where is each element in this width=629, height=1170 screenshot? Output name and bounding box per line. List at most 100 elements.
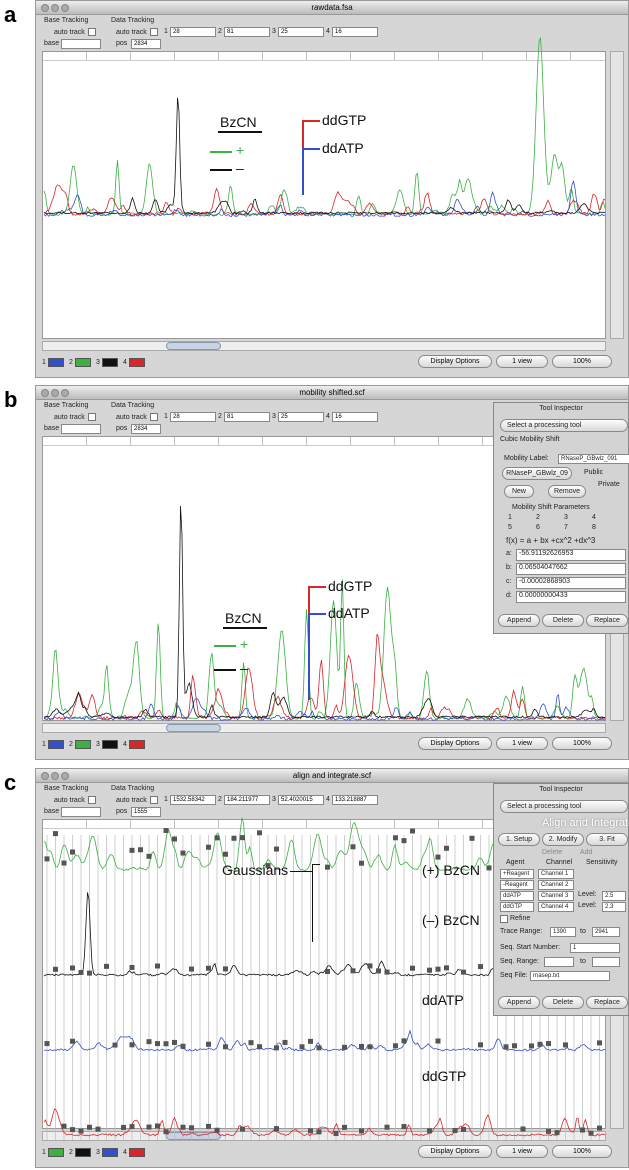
peak-marker bbox=[487, 865, 492, 870]
section-title: Cubic Mobility Shift bbox=[500, 436, 560, 443]
radio-option[interactable]: 2 bbox=[536, 514, 540, 521]
channel[interactable]: Channel 2 bbox=[538, 880, 574, 890]
add-option[interactable]: Add bbox=[580, 849, 592, 856]
seq-range-to[interactable] bbox=[592, 957, 620, 967]
peak-marker bbox=[317, 1045, 322, 1050]
seq-range-from[interactable] bbox=[544, 957, 574, 967]
action-button[interactable]: Delete bbox=[542, 996, 584, 1009]
range-to[interactable]: 2941 bbox=[592, 927, 620, 937]
agent[interactable]: ddGTP bbox=[500, 902, 534, 912]
action-button[interactable]: Append bbox=[498, 996, 540, 1009]
tool-select[interactable]: Select a processing tool bbox=[500, 800, 628, 813]
bracket bbox=[302, 148, 304, 195]
level-label: Level: bbox=[578, 891, 597, 898]
level-field[interactable]: 2.3 bbox=[602, 902, 626, 912]
tool-select[interactable]: Select a processing tool bbox=[500, 419, 628, 432]
peak-marker bbox=[546, 1041, 551, 1046]
tab[interactable]: 1. Setup bbox=[498, 833, 540, 846]
peak-marker bbox=[351, 844, 356, 849]
bracket bbox=[302, 148, 320, 150]
peak-marker bbox=[130, 848, 135, 853]
peak-marker bbox=[130, 1124, 135, 1129]
peak-marker bbox=[538, 1042, 543, 1047]
trace-line bbox=[44, 1031, 605, 1051]
trace-line bbox=[44, 181, 605, 216]
remove-button[interactable]: Remove bbox=[548, 485, 586, 498]
peak-marker bbox=[181, 1125, 186, 1130]
seq-to-label: to bbox=[580, 958, 586, 965]
underline bbox=[223, 627, 267, 629]
action-button[interactable]: Append bbox=[498, 614, 540, 627]
radio-public[interactable]: Public bbox=[584, 469, 603, 476]
radio-private[interactable]: Private bbox=[598, 481, 620, 488]
mobility-dropdown[interactable]: RNaseP_GBwlz_09 bbox=[502, 467, 572, 480]
radio-option[interactable]: 4 bbox=[592, 514, 596, 521]
radio-option[interactable]: 7 bbox=[564, 524, 568, 531]
peak-marker bbox=[512, 1043, 517, 1048]
radio-option[interactable]: 1 bbox=[508, 514, 512, 521]
peak-marker bbox=[172, 837, 177, 842]
section-title: Align and Integrate bbox=[542, 817, 629, 829]
peak-marker bbox=[96, 1127, 101, 1132]
peak-marker bbox=[206, 845, 211, 850]
peak-marker bbox=[138, 847, 143, 852]
radio-option[interactable]: 5 bbox=[508, 524, 512, 531]
delete-option[interactable]: Delete bbox=[542, 849, 562, 856]
range-from[interactable]: 1390 bbox=[550, 927, 576, 937]
action-button[interactable]: Replace bbox=[586, 996, 628, 1009]
agent[interactable]: -Reagent bbox=[500, 880, 534, 890]
annotation: ddATP bbox=[328, 605, 370, 621]
peak-marker bbox=[223, 1044, 228, 1049]
figure: arawdata.fsaBase TrackingData Trackingau… bbox=[0, 0, 629, 1170]
peak-marker bbox=[300, 1044, 305, 1049]
radio-option[interactable]: 3 bbox=[564, 514, 568, 521]
coef-field[interactable]: 0.00000000433 bbox=[516, 591, 626, 603]
radio-option[interactable]: 6 bbox=[536, 524, 540, 531]
column-header: Sensitivity bbox=[586, 859, 618, 866]
tab[interactable]: 3. Fit bbox=[586, 833, 628, 846]
legend-line bbox=[210, 169, 232, 171]
formula: f(x) = a + bx +cx^2 +dx^3 bbox=[506, 536, 595, 545]
new-button[interactable]: New bbox=[504, 485, 534, 498]
tab[interactable]: 2. Modify bbox=[542, 833, 584, 846]
level-field[interactable]: 2.5 bbox=[602, 891, 626, 901]
peak-marker bbox=[113, 1043, 118, 1048]
channel[interactable]: Channel 1 bbox=[538, 869, 574, 879]
refine-checkbox[interactable] bbox=[500, 915, 508, 923]
seq-file-field[interactable]: rnasep.txt bbox=[530, 971, 610, 981]
mobility-field[interactable]: RNaseP_GBwlz_091 bbox=[558, 454, 629, 464]
peak-marker bbox=[410, 966, 415, 971]
action-button[interactable]: Replace bbox=[586, 614, 628, 627]
channel[interactable]: Channel 4 bbox=[538, 902, 574, 912]
peak-marker bbox=[164, 1041, 169, 1046]
peak-marker bbox=[206, 1042, 211, 1047]
coef-field[interactable]: 0.06504047662 bbox=[516, 563, 626, 575]
bracket bbox=[312, 864, 313, 942]
peak-marker bbox=[359, 1044, 364, 1049]
channel[interactable]: Channel 3 bbox=[538, 891, 574, 901]
peak-marker bbox=[70, 1039, 75, 1044]
peak-marker bbox=[240, 835, 245, 840]
peak-marker bbox=[325, 865, 330, 870]
peak-marker bbox=[121, 1125, 126, 1130]
peak-marker bbox=[385, 1125, 390, 1130]
peak-marker bbox=[359, 861, 364, 866]
annotation: + bbox=[240, 636, 248, 652]
seq-start-field[interactable]: 1 bbox=[570, 943, 620, 953]
annotation: ddATP bbox=[422, 992, 464, 1008]
peak-marker bbox=[181, 1044, 186, 1049]
action-button[interactable]: Delete bbox=[542, 614, 584, 627]
coef-field[interactable]: -56.91192626953 bbox=[516, 549, 626, 561]
agent[interactable]: ddATP bbox=[500, 891, 534, 901]
coef-field[interactable]: -0.00002868903 bbox=[516, 577, 626, 589]
legend-line bbox=[214, 669, 236, 671]
peak-marker bbox=[130, 965, 135, 970]
peak-marker bbox=[478, 964, 483, 969]
radio-option[interactable]: 8 bbox=[592, 524, 596, 531]
peak-marker bbox=[53, 967, 58, 972]
peak-marker bbox=[580, 1127, 585, 1132]
peak-marker bbox=[308, 1039, 313, 1044]
peak-marker bbox=[189, 967, 194, 972]
peak-marker bbox=[104, 964, 109, 969]
agent[interactable]: +Reagent bbox=[500, 869, 534, 879]
